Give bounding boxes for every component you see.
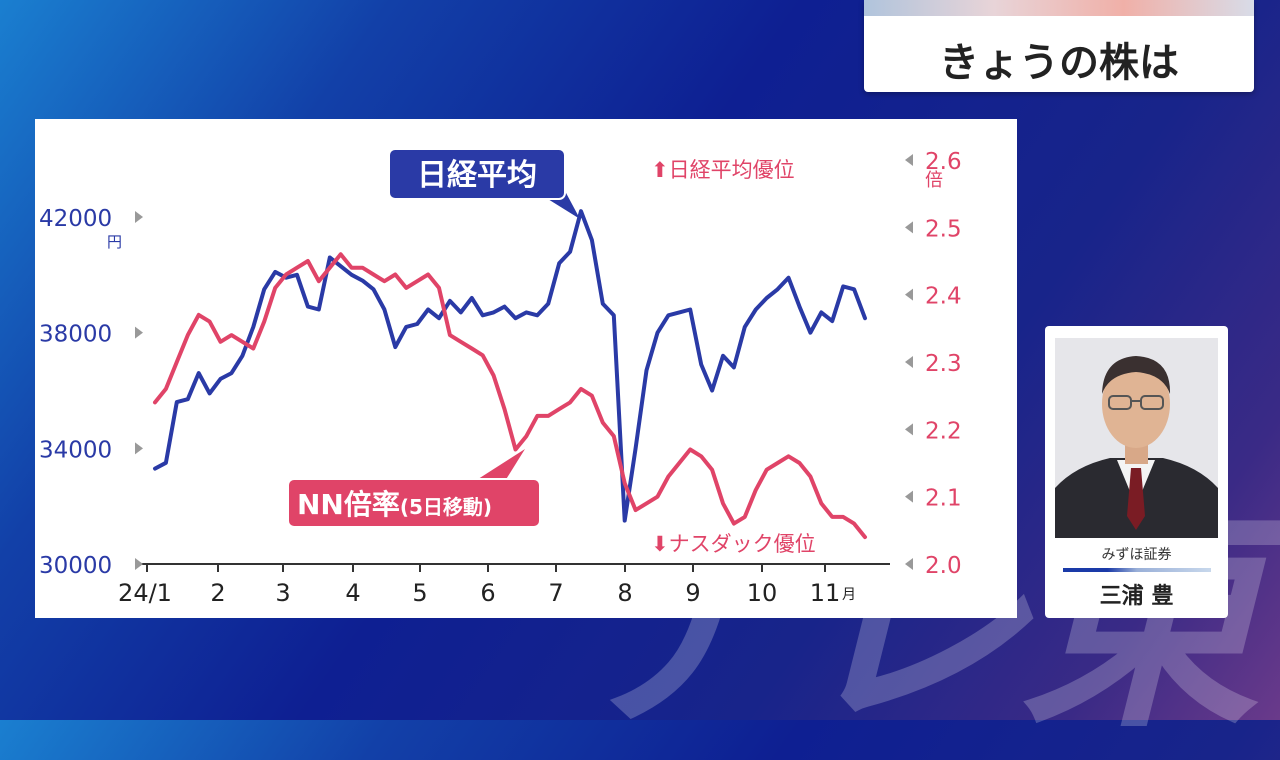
x-unit-label: 月 — [842, 587, 856, 603]
x-tick-label: 10 — [747, 579, 778, 607]
x-tick-label: 24/1 — [118, 579, 172, 607]
right-tick-arrow-icon — [905, 490, 913, 503]
analyst-card: みずほ証券 三浦 豊 — [1045, 326, 1228, 618]
right-tick-label: 2.5 — [925, 216, 962, 242]
nn-ratio-series-line — [153, 252, 867, 540]
nn-callout: NN倍率(5日移動) — [287, 449, 541, 528]
nn-callout-pointer — [475, 449, 525, 481]
analyst-portrait — [1055, 338, 1218, 538]
x-tick-label: 6 — [480, 579, 495, 607]
left-unit-label: 円 — [107, 233, 122, 251]
left-tick-label: 30000 — [39, 553, 112, 579]
left-tick-arrow-icon — [135, 442, 143, 455]
right-tick-arrow-icon — [905, 558, 913, 570]
right-tick-arrow-icon — [905, 288, 913, 301]
title-accent-strip — [864, 0, 1254, 16]
x-tick-label: 9 — [685, 579, 700, 607]
nn-callout-label: NN倍率(5日移動) — [297, 488, 492, 521]
down-arrow-icon: ⬇ — [651, 532, 669, 556]
x-tick-label: 2 — [210, 579, 225, 607]
left-tick-label: 42000 — [39, 206, 112, 232]
left-tick-label: 34000 — [39, 437, 112, 463]
analyst-name: 三浦 豊 — [1099, 584, 1174, 609]
x-tick-label: 4 — [345, 579, 360, 607]
right-unit-label: 倍 — [925, 170, 943, 191]
right-tick-label: 2.2 — [925, 418, 962, 444]
nn-callout-box — [287, 478, 541, 528]
right-tick-arrow-icon — [905, 221, 913, 234]
x-tick-label: 3 — [275, 579, 290, 607]
x-tick-label: 8 — [617, 579, 632, 607]
nikkei-series-line — [153, 209, 867, 523]
nasdaq-advantage-label: ⬇ナスダック優位 — [651, 532, 816, 556]
right-tick-label: 2.0 — [925, 553, 962, 579]
x-tick-label: 5 — [412, 579, 427, 607]
left-tick-arrow-icon — [135, 211, 143, 223]
right-tick-label: 2.3 — [925, 351, 962, 377]
x-tick-label: 7 — [548, 579, 563, 607]
nikkei-callout: 日経平均 — [388, 148, 580, 219]
name-accent-bar — [1063, 568, 1211, 572]
nikkei-callout-label: 日経平均 — [417, 158, 537, 193]
analyst-company: みずほ証券 — [1101, 547, 1172, 563]
chart-panel: 24/1 2 3 4 5 6 7 8 9 10 11 月 30000 34000 38000 42000 円 2.… — [35, 119, 1017, 618]
segment-title-box: きょうの株は — [864, 0, 1254, 92]
right-tick-label: 2.4 — [925, 284, 962, 310]
left-tick-arrow-icon — [135, 326, 143, 339]
x-tick-label: 11 — [810, 579, 841, 607]
right-tick-label: 2.6 — [925, 149, 962, 175]
segment-title: きょうの株は — [939, 40, 1179, 86]
right-tick-arrow-icon — [905, 154, 913, 166]
left-tick-arrow-icon — [135, 558, 143, 570]
right-tick-arrow-icon — [905, 356, 913, 368]
right-tick-label: 2.1 — [925, 486, 962, 512]
left-tick-label: 38000 — [39, 322, 112, 348]
nikkei-advantage-label: ⬆日経平均優位 — [651, 158, 795, 182]
right-tick-arrow-icon — [905, 423, 913, 436]
up-arrow-icon: ⬆ — [651, 158, 669, 182]
nikkei-callout-box — [388, 148, 566, 200]
analyst-photo — [1055, 338, 1218, 538]
